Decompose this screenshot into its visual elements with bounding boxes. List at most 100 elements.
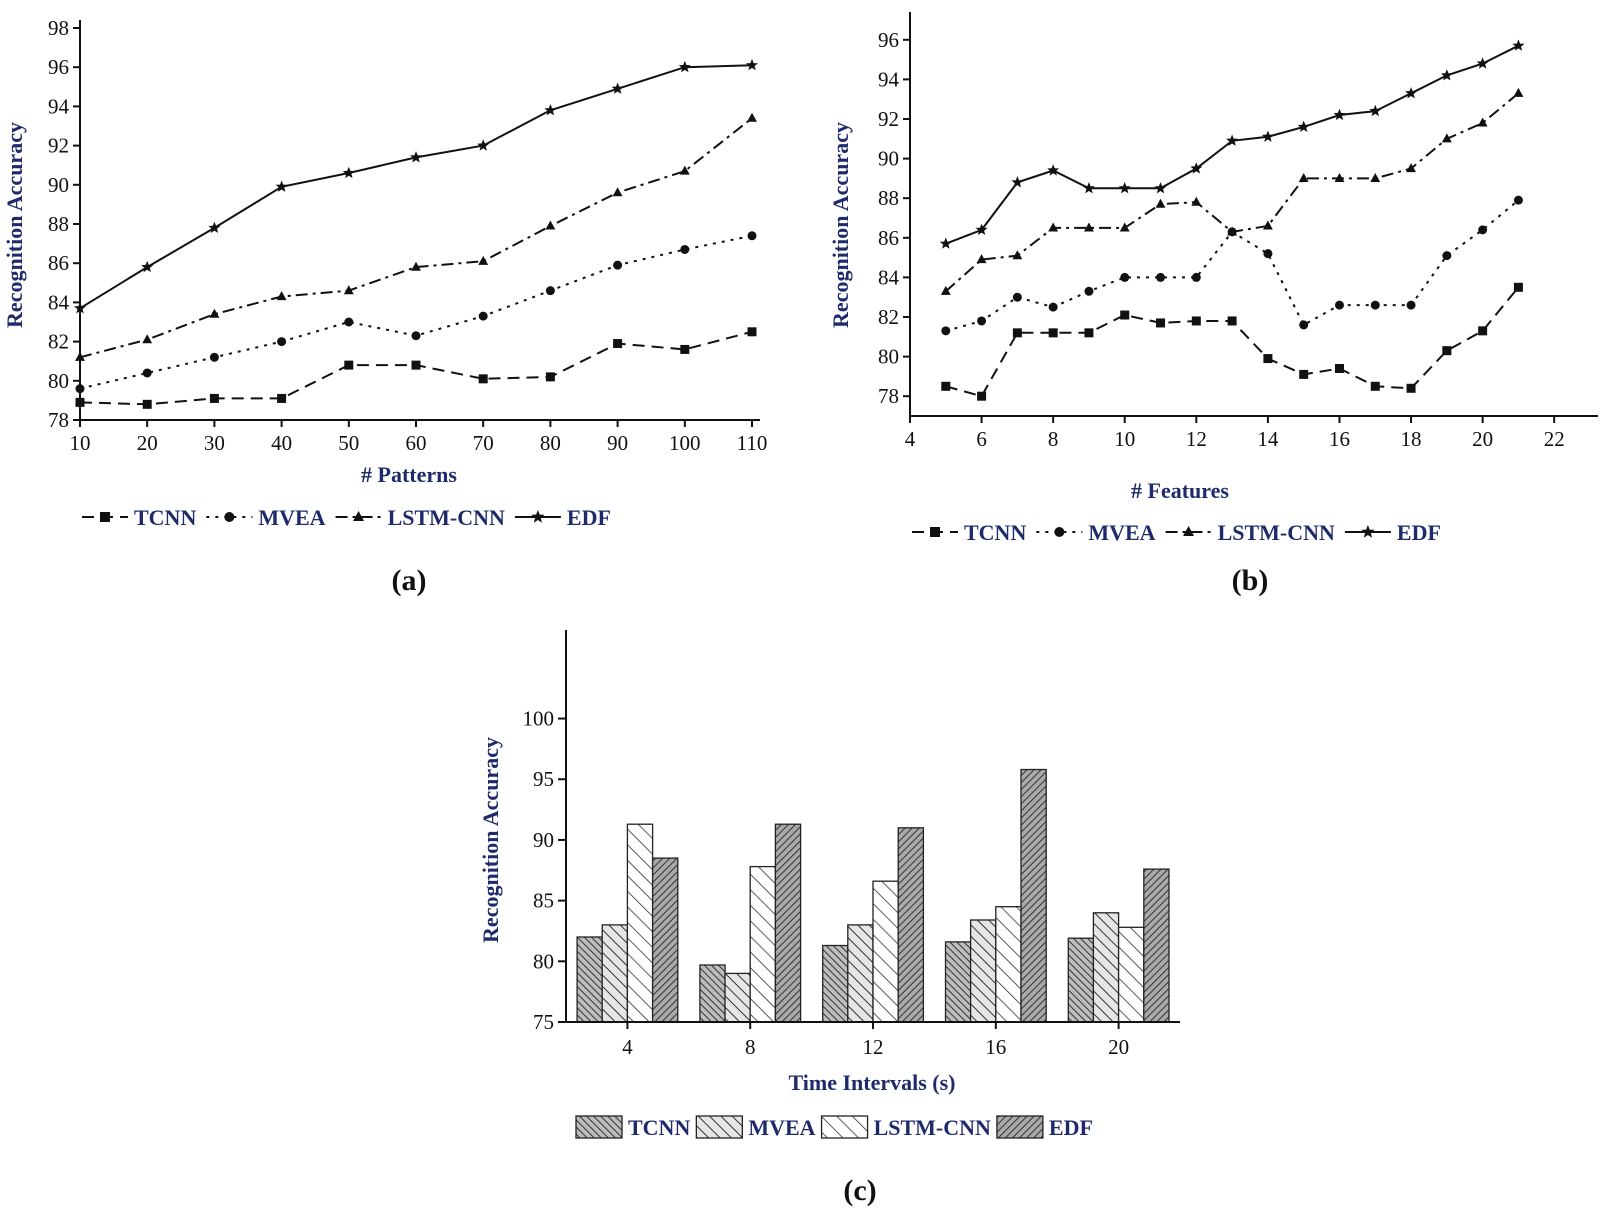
data-point-edf (1405, 87, 1417, 99)
data-point-edf (1118, 182, 1131, 194)
y-tick-label: 90 (878, 147, 899, 171)
x-tick-label: 10 (70, 431, 91, 455)
y-tick-label: 78 (48, 408, 69, 432)
x-tick-label: 10 (1114, 427, 1135, 451)
bar-edf (774, 823, 802, 1023)
legend-label-lstm-cnn: LSTM-CNN (1218, 520, 1335, 545)
data-point-edf (1190, 162, 1203, 174)
series-line-edf (79, 64, 753, 310)
data-point-edf (1333, 108, 1346, 121)
series-line-lstm-cnn (945, 92, 1520, 293)
y-tick-label: 75 (533, 1010, 554, 1034)
bar-tcnn (1067, 937, 1095, 1023)
data-point-mvea (1120, 272, 1130, 282)
data-point-edf (1297, 120, 1310, 132)
legend-label-lstm-cnn: LSTM-CNN (388, 505, 505, 530)
data-point-tcnn (1156, 318, 1166, 328)
bar-lstm-cnn (749, 865, 777, 1023)
data-point-lstm-cnn (1119, 222, 1130, 232)
chart-b-ylabel: Recognition Accuracy (828, 122, 853, 328)
y-tick-label: 100 (523, 707, 555, 731)
data-point-tcnn (680, 344, 690, 354)
data-point-tcnn (1442, 346, 1452, 356)
data-point-lstm-cnn (1477, 117, 1488, 127)
data-point-tcnn (1370, 381, 1380, 391)
data-point-lstm-cnn (343, 285, 354, 295)
bar-edf (897, 827, 925, 1023)
chart-a-ylabel: Recognition Accuracy (2, 122, 27, 328)
data-point-lstm-cnn (1048, 222, 1059, 232)
data-point-lstm-cnn (1513, 87, 1524, 97)
x-tick-label: 50 (338, 431, 359, 455)
data-point-tcnn (411, 360, 421, 370)
y-tick-label: 98 (48, 16, 69, 40)
legend-label-tcnn: TCNN (628, 1115, 690, 1140)
data-point-tcnn (1334, 363, 1344, 373)
data-point-lstm-cnn (1155, 198, 1166, 208)
data-point-edf (1154, 182, 1167, 194)
data-point-mvea (1406, 300, 1416, 310)
y-tick-label: 78 (878, 384, 899, 408)
data-point-edf (410, 151, 422, 163)
data-point-lstm-cnn (1083, 222, 1094, 232)
legend-label-edf: EDF (567, 505, 611, 530)
y-tick-label: 80 (48, 369, 69, 393)
data-point-tcnn (1227, 316, 1237, 326)
data-point-mvea (1084, 286, 1094, 296)
chart-c-caption: (c) (843, 1174, 876, 1207)
data-point-edf (275, 180, 288, 192)
data-point-mvea (75, 384, 85, 394)
x-tick-label: 20 (1472, 427, 1493, 451)
bar-lstm-cnn (872, 880, 899, 1023)
legend-label-tcnn: TCNN (134, 505, 196, 530)
bar-lstm-cnn (626, 823, 654, 1023)
data-point-edf (74, 302, 86, 314)
data-point-tcnn (478, 374, 488, 384)
legend-marker-tcnn (930, 527, 940, 537)
y-tick-label: 82 (48, 330, 69, 354)
data-point-lstm-cnn (276, 291, 287, 301)
data-point-mvea (545, 286, 555, 296)
data-point-lstm-cnn (1406, 163, 1417, 173)
data-point-edf (1369, 104, 1382, 117)
chart-b-caption: (b) (1232, 564, 1269, 597)
y-tick-label: 86 (48, 251, 69, 275)
bar-lstm-cnn (1117, 926, 1145, 1023)
x-tick-label: 20 (137, 431, 158, 455)
legend-c: TCNN MVEA LSTM-CNN EDF (575, 1115, 1093, 1140)
data-point-lstm-cnn (1370, 173, 1381, 182)
data-point-tcnn (1513, 282, 1523, 292)
data-point-tcnn (75, 397, 85, 407)
data-point-lstm-cnn (1441, 133, 1452, 143)
data-point-edf (1047, 164, 1060, 176)
chart-a-xlabel: # Patterns (361, 462, 457, 487)
legend-b: TCNN MVEA LSTM-CNN EDF (912, 520, 1441, 545)
legend-label-mvea: MVEA (748, 1115, 815, 1140)
bar-mvea (1092, 912, 1120, 1023)
data-point-lstm-cnn (1334, 173, 1345, 182)
chart-c-ylabel: Recognition Accuracy (478, 737, 503, 943)
data-point-tcnn (277, 393, 287, 403)
data-point-edf (746, 58, 758, 71)
data-point-mvea (977, 316, 987, 326)
data-point-tcnn (1299, 369, 1309, 379)
data-point-lstm-cnn (1262, 220, 1273, 230)
data-point-lstm-cnn (142, 334, 153, 344)
data-point-mvea (941, 326, 951, 336)
bar-edf (651, 857, 679, 1023)
bar-edf (1020, 768, 1047, 1023)
data-point-tcnn (1048, 328, 1058, 338)
chart-panel-c: 4 8 12 16 20 75 80 85 90 95 100 Time Intervals (s)… (478, 630, 1180, 1207)
data-point-tcnn (142, 399, 152, 409)
y-tick-label: 95 (533, 767, 554, 791)
x-tick-label: 4 (905, 427, 916, 451)
data-point-tcnn (1012, 328, 1022, 338)
bar-mvea (724, 972, 751, 1023)
x-tick-label: 8 (1048, 427, 1059, 451)
data-point-lstm-cnn (1298, 173, 1309, 182)
series-line-lstm-cnn (79, 117, 753, 359)
data-point-mvea (277, 337, 287, 347)
y-tick-label: 80 (878, 345, 899, 369)
data-point-edf (1261, 130, 1274, 142)
